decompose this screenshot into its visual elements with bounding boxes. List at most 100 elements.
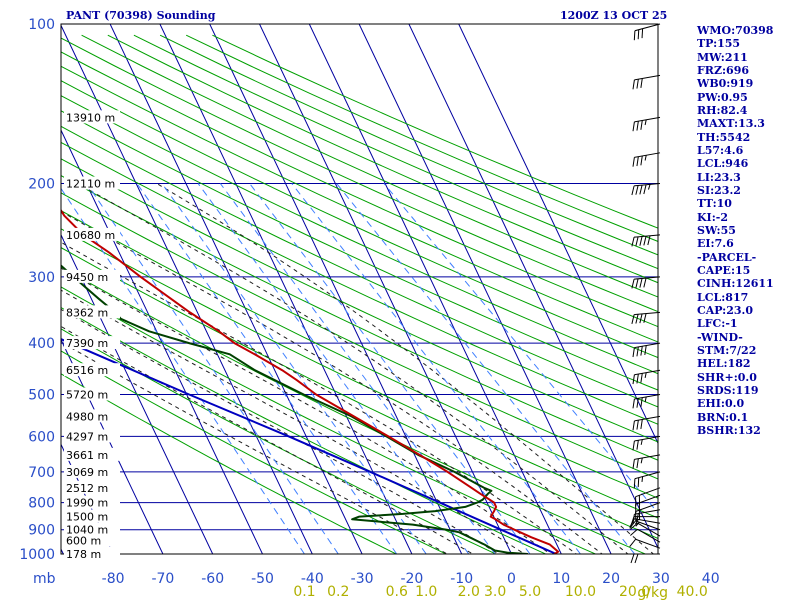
- mixing-ratio-label: 0.1: [293, 584, 315, 600]
- isotherm-line: [209, 24, 463, 554]
- wind-barb-flag: [643, 184, 647, 195]
- temperature-tick-label: 0: [507, 571, 516, 587]
- height-label-bg: [64, 509, 120, 523]
- wind-barb-flag: [630, 553, 635, 564]
- isotherm-line: [61, 338, 164, 554]
- dry-adiabat: [61, 247, 658, 539]
- temperature-tick-label: -20: [400, 571, 423, 587]
- wind-barb-flag: [640, 155, 643, 166]
- height-label: 2512 m: [66, 482, 108, 495]
- dry-adiabat: [133, 34, 658, 270]
- height-label: 1990 m: [66, 497, 108, 510]
- moist-adiabat: [156, 183, 655, 554]
- index-item: EI:7.6: [697, 237, 734, 251]
- wind-barb-flag: [640, 419, 643, 429]
- wind-barb-flag: [644, 119, 647, 126]
- wind-barb-flag: [640, 346, 643, 356]
- mixing-ratio-line: [86, 183, 339, 554]
- pressure-tick-label: 300: [28, 270, 55, 286]
- index-item: TP:155: [697, 37, 741, 51]
- wind-barb-shaft: [634, 518, 661, 524]
- dry-adiabat: [61, 65, 658, 343]
- wind-barb-flag: [635, 185, 639, 195]
- height-label: 5720 m: [66, 388, 108, 401]
- wind-barb-shaft: [634, 152, 661, 158]
- mixing-ratio-label: 5.0: [519, 584, 541, 600]
- isotherm-line: [109, 24, 363, 554]
- wind-barb-flag: [636, 79, 639, 89]
- index-item: SI:23.2: [697, 183, 741, 197]
- mixing-ratio-line: [61, 187, 305, 554]
- wind-barb-shaft: [634, 74, 661, 81]
- dry-adiabat: [61, 141, 658, 425]
- moist-adiabat: [77, 183, 629, 554]
- moist-adiabat: [61, 210, 603, 554]
- mixing-ratio-label: 40.0: [677, 584, 708, 600]
- mixing-ratio-label: 0.2: [327, 584, 349, 600]
- index-item: L57:4.6: [697, 143, 744, 157]
- wind-barb-flag: [639, 184, 643, 195]
- index-item: HEL:182: [697, 357, 751, 371]
- wind-barb-flag: [641, 28, 644, 39]
- index-item: SW:55: [697, 223, 736, 237]
- isotherm-line: [259, 24, 512, 554]
- mixing-ratio-line: [249, 183, 531, 554]
- pressure-tick-label: 800: [28, 496, 55, 512]
- index-item: CINH:12611: [697, 277, 774, 291]
- wind-barb-flag: [636, 440, 639, 450]
- wind-barb-flag: [632, 121, 635, 132]
- isotherm-line: [408, 24, 658, 550]
- height-label-bg: [64, 305, 120, 319]
- wind-barb-shaft: [634, 393, 661, 400]
- wind-barb-flag: [641, 476, 644, 482]
- pressure-tick-label: 600: [28, 429, 55, 445]
- moist-adiabat: [61, 341, 449, 554]
- dry-adiabat: [61, 125, 658, 408]
- dry-adiabat: [61, 192, 658, 480]
- wind-barb-flag: [629, 538, 636, 548]
- dry-adiabat: [107, 34, 658, 284]
- height-label: 6516 m: [66, 364, 108, 377]
- index-item: FRZ:696: [697, 63, 750, 77]
- index-item: MAXT:13.3: [697, 117, 765, 131]
- wind-barb-flag: [636, 513, 639, 519]
- height-label: 12110 m: [66, 178, 115, 191]
- height-label-bg: [64, 429, 120, 443]
- dry-adiabat: [61, 95, 658, 375]
- temperature-tick-label: -80: [102, 571, 125, 587]
- wind-barb-flag: [633, 30, 636, 41]
- index-item: MW:211: [697, 50, 748, 64]
- height-label-bg: [64, 533, 120, 547]
- dry-adiabat: [61, 51, 658, 328]
- pressure-tick-label: 100: [28, 17, 55, 33]
- wind-barb-shaft: [634, 509, 661, 515]
- mixing-ratio-line: [291, 183, 581, 554]
- temperature-tick-label: -40: [301, 571, 324, 587]
- wind-barb-shaft: [634, 276, 661, 280]
- wind-barb-shaft: [634, 311, 661, 316]
- height-label-bg: [64, 110, 120, 124]
- isotherm-line: [458, 24, 658, 445]
- wind-barb-shaft: [637, 522, 661, 537]
- mixing-ratio-label: 10.0: [565, 584, 596, 600]
- dry-adiabat: [61, 286, 597, 554]
- dry-adiabat: [61, 37, 658, 313]
- height-label: 1500 m: [66, 511, 108, 524]
- wind-barb-shaft: [635, 487, 661, 498]
- wind-barb-flag: [640, 439, 643, 445]
- index-item: EHI:0.0: [697, 397, 745, 411]
- mixing-ratio-line: [197, 183, 470, 554]
- wind-barb-flag: [636, 156, 639, 167]
- wind-barb-flag: [636, 420, 639, 430]
- height-label-bg: [64, 480, 120, 494]
- height-label: 13910 m: [66, 111, 115, 124]
- wind-barb-shaft: [634, 342, 661, 349]
- height-label: 9450 m: [66, 271, 108, 284]
- height-label-bg: [64, 336, 120, 350]
- dry-adiabat: [61, 228, 658, 519]
- pressure-tick-label: 200: [28, 177, 55, 193]
- height-label-bg: [64, 387, 120, 401]
- mixing-ratio-line: [336, 183, 636, 554]
- wind-barb-flag: [634, 553, 639, 564]
- wind-barb-shaft: [637, 528, 661, 543]
